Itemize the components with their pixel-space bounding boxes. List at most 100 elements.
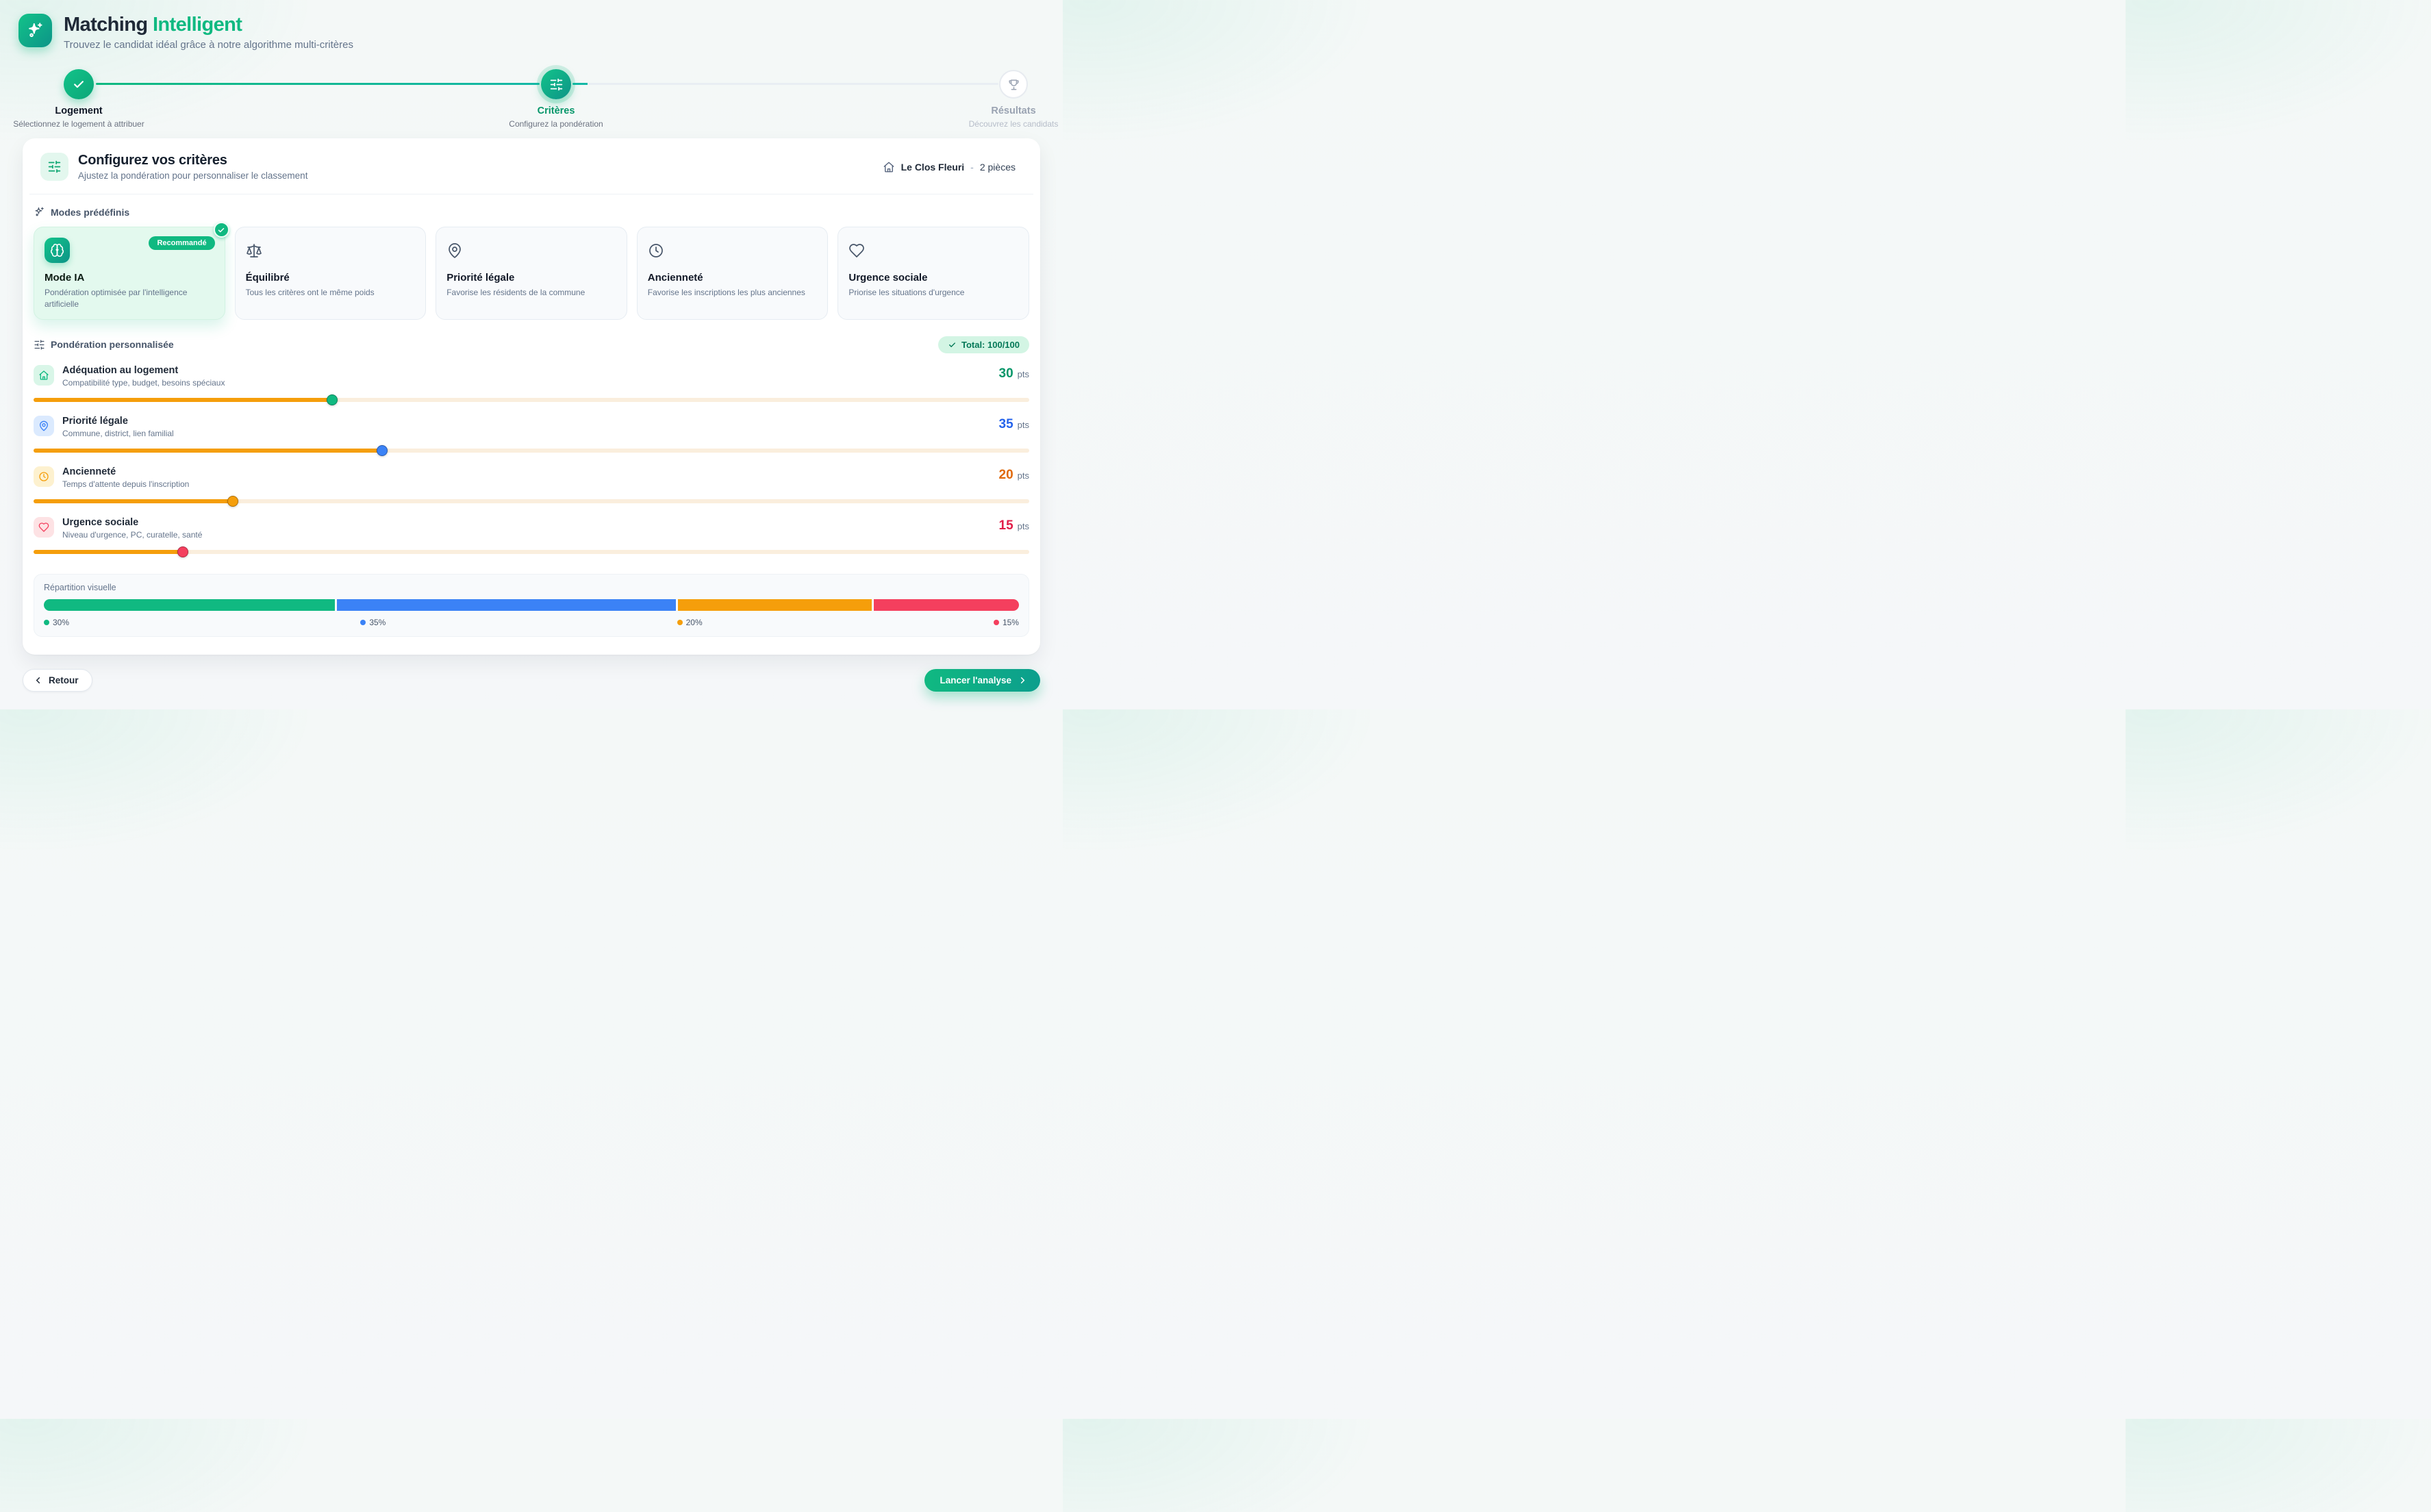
home-icon <box>34 364 54 386</box>
criterion-slider[interactable] <box>34 546 1029 557</box>
check-icon <box>72 77 86 91</box>
property-name: Le Clos Fleuri <box>900 161 965 173</box>
criterion-anciennete: Ancienneté Temps d'attente depuis l'insc… <box>23 456 1040 507</box>
panel-sliders-icon <box>40 153 68 181</box>
chevron-left-icon <box>33 675 43 685</box>
criterion-value: 35 <box>998 416 1013 431</box>
property-separator: - <box>970 161 974 173</box>
app-logo <box>18 14 52 47</box>
mode-title: Ancienneté <box>647 272 703 284</box>
mode-title: Équilibré <box>245 272 290 284</box>
mode-card-equilibre[interactable]: Équilibré Tous les critères ont le même … <box>234 227 427 320</box>
mode-title: Mode IA <box>45 272 85 284</box>
selected-property: Le Clos Fleuri - 2 pièces <box>883 161 1022 173</box>
slider-fill <box>34 397 333 402</box>
page-title: Matching Intelligent <box>64 14 242 36</box>
weights-section-header: Pondération personnalisée Total: 100/100 <box>23 320 1040 355</box>
criterion-description: Compatibilité type, budget, besoins spéc… <box>62 377 225 388</box>
heart-icon <box>34 516 54 538</box>
step-criteres-circle[interactable] <box>541 69 571 100</box>
total-badge: Total: 100/100 <box>937 336 1029 353</box>
slider-fill <box>34 448 382 453</box>
criterion-unit: pts <box>1017 520 1029 531</box>
distribution-label: Répartition visuelle <box>44 582 116 592</box>
criterion-unit: pts <box>1017 470 1029 481</box>
mode-card-priorite-legale[interactable]: Priorité légale Favorise les résidents d… <box>436 227 627 320</box>
criterion-unit: pts <box>1017 419 1029 430</box>
sparkles-icon <box>26 21 45 40</box>
criterion-value: 15 <box>998 518 1013 533</box>
distribution-legend: 30% 35% 20% 15% <box>44 618 1019 627</box>
scale-icon <box>246 238 416 263</box>
brain-icon <box>45 238 70 264</box>
mode-card-urgence-sociale[interactable]: Urgence sociale Priorise les situations … <box>837 227 1029 320</box>
criterion-unit: pts <box>1017 368 1029 379</box>
legend-dot <box>360 619 366 625</box>
mode-card-ia[interactable]: Recommandé Mode IA Pondération optimisée… <box>34 222 229 320</box>
criterion-priorite-legale: Priorité légale Commune, district, lien … <box>23 405 1040 456</box>
criterion-title: Ancienneté <box>62 466 116 477</box>
slider-thumb[interactable] <box>227 495 238 507</box>
slider-thumb[interactable] <box>327 394 338 405</box>
sparkles-icon <box>34 206 45 218</box>
criterion-slider[interactable] <box>34 495 1029 507</box>
modes-section-label: Modes prédéfinis <box>51 206 130 218</box>
criterion-title: Priorité légale <box>62 415 128 427</box>
mode-description: Favorise les résidents de la commune <box>446 288 585 298</box>
criterion-description: Temps d'attente depuis l'inscription <box>62 479 190 489</box>
property-detail: 2 pièces <box>979 161 1016 173</box>
criterion-description: Commune, district, lien familial <box>62 428 174 438</box>
mode-description: Tous les critères ont le même poids <box>245 288 375 298</box>
distribution-segment-urgence <box>873 598 1019 611</box>
step-connector-done <box>96 83 540 86</box>
slider-track[interactable] <box>34 397 1029 402</box>
map-pin-icon <box>34 415 54 436</box>
wizard-footer: Retour Lancer l'analyse <box>23 668 1040 692</box>
back-button[interactable]: Retour <box>23 668 92 692</box>
mode-description: Priorise les situations d'urgence <box>848 288 965 298</box>
criterion-title: Adéquation au logement <box>62 364 179 376</box>
slider-thumb[interactable] <box>376 444 388 456</box>
panel-header: Configurez vos critères Ajustez la pondé… <box>29 138 1033 195</box>
step-resultats-label: Résultats Découvrez les candidats <box>968 105 1059 129</box>
slider-track[interactable] <box>34 499 1029 503</box>
step-connector-upcoming <box>572 83 998 86</box>
panel-title: Configurez vos critères <box>78 153 227 168</box>
criterion-urgence-sociale: Urgence sociale Niveau d'urgence, PC, cu… <box>23 507 1040 557</box>
criterion-title: Urgence sociale <box>62 516 139 528</box>
step-resultats-circle[interactable] <box>999 70 1028 99</box>
sliders-icon <box>549 77 564 92</box>
legend-dot <box>44 619 49 625</box>
legend-dot <box>677 619 683 625</box>
step-logement-circle[interactable] <box>64 69 94 100</box>
clock-icon <box>648 238 818 263</box>
launch-analysis-button[interactable]: Lancer l'analyse <box>924 668 1040 692</box>
legend-item: 20% <box>677 618 703 627</box>
criterion-slider[interactable] <box>34 444 1029 456</box>
slider-fill <box>34 549 184 554</box>
mode-cards: Recommandé Mode IA Pondération optimisée… <box>23 222 1040 320</box>
weights-section-label: Pondération personnalisée <box>51 339 174 351</box>
distribution-segment-anciennete <box>677 598 872 611</box>
slider-track[interactable] <box>34 549 1029 554</box>
legend-item: 35% <box>360 618 386 627</box>
mode-title: Priorité légale <box>446 272 515 284</box>
slider-track[interactable] <box>34 448 1029 453</box>
legend-dot <box>993 619 999 625</box>
legend-item: 30% <box>44 618 69 627</box>
mode-title: Urgence sociale <box>848 272 928 284</box>
modes-section-header: Modes prédéfinis <box>23 194 1040 227</box>
home-icon <box>883 161 895 173</box>
recommended-badge: Recommandé <box>149 236 215 251</box>
page-subtitle: Trouvez le candidat idéal grâce à notre … <box>64 39 353 51</box>
mode-card-anciennete[interactable]: Ancienneté Favorise les inscriptions les… <box>636 227 829 320</box>
criterion-slider[interactable] <box>34 394 1029 405</box>
slider-fill <box>34 499 233 503</box>
step-logement-label: Logement Sélectionnez le logement à attr… <box>13 105 144 129</box>
distribution-section: Répartition visuelle 30% 35% 20% 15% <box>34 573 1029 637</box>
app-header: Matching Intelligent Trouvez le candidat… <box>0 0 1063 55</box>
mode-description: Pondération optimisée par l'intelligence… <box>45 288 188 309</box>
slider-thumb[interactable] <box>177 546 189 557</box>
legend-item: 15% <box>993 618 1019 627</box>
heart-icon <box>848 238 1018 263</box>
